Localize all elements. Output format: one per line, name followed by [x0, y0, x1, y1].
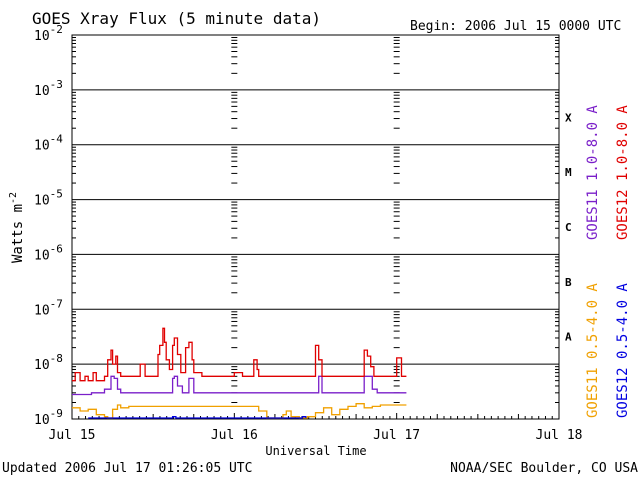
x-tick-label: Jul 17: [373, 428, 420, 443]
y-tick-base: 10: [34, 248, 50, 263]
y-axis-label-base: Watts m: [10, 204, 26, 263]
y-tick-label: 10-4: [34, 133, 63, 154]
y-axis-label: Watts m-2: [8, 192, 26, 263]
series-line-3: [88, 416, 307, 419]
flare-class-labels: X M C B A: [565, 111, 572, 343]
y-tick-label: 10-5: [34, 188, 63, 209]
series-line-1: [72, 327, 407, 382]
y-axis-label-exp: -2: [8, 192, 19, 204]
flare-class-A: A: [565, 331, 572, 344]
y-tick-base: 10: [34, 194, 50, 209]
y-tick-exp: -3: [50, 78, 63, 91]
chart-begin: Begin: 2006 Jul 15 0000 UTC: [410, 19, 621, 34]
flare-class-M: M: [565, 166, 572, 179]
series-line-2: [72, 403, 407, 419]
flare-class-X: X: [565, 111, 572, 124]
legend: GOES11 1.0-8.0 A GOES12 1.0-8.0 A GOES11 0…: [585, 105, 631, 418]
y-tick-base: 10: [34, 29, 50, 44]
legend-entry-3: GOES12 0.5-4.0 A: [615, 283, 631, 418]
y-tick-label: 10-3: [34, 78, 63, 99]
legend-entry-0: GOES11 1.0-8.0 A: [585, 105, 601, 240]
y-tick-exp: -4: [50, 133, 64, 146]
y-tick-base: 10: [34, 139, 50, 154]
y-tick-exp: -8: [50, 352, 63, 365]
y-tick-exp: -2: [50, 23, 63, 36]
y-tick-label: 10-6: [34, 242, 63, 263]
y-tick-exp: -9: [50, 407, 63, 420]
minor-ticks: [72, 37, 559, 403]
y-tick-base: 10: [34, 358, 50, 373]
y-tick-label: 10-7: [34, 297, 63, 318]
y-tick-exp: -7: [50, 297, 63, 310]
legend-entry-2: GOES11 0.5-4.0 A: [585, 283, 601, 418]
grid: [72, 89, 559, 365]
y-tick-label: 10-8: [34, 352, 63, 373]
flare-class-C: C: [565, 221, 572, 234]
x-axis-label: Universal Time: [265, 444, 366, 458]
flare-class-B: B: [565, 276, 572, 289]
y-tick-base: 10: [34, 84, 50, 99]
y-tick-exp: -5: [50, 188, 63, 201]
footer-source: NOAA/SEC Boulder, CO USA: [450, 461, 638, 476]
y-tick-label: 10-2: [34, 23, 63, 44]
footer-updated: Updated 2006 Jul 17 01:26:05 UTC: [2, 461, 252, 476]
series-lines: [72, 327, 407, 419]
x-tick-label: Jul 18: [536, 428, 583, 443]
x-tick-label: Jul 15: [49, 428, 96, 443]
x-tick-label: Jul 16: [211, 428, 258, 443]
y-tick-exp: -6: [50, 242, 63, 255]
y-tick-label: 10-9: [34, 407, 63, 428]
chart-title: GOES Xray Flux (5 minute data): [32, 9, 321, 28]
y-tick-labels: 10-210-310-410-510-610-710-810-9: [34, 23, 63, 428]
y-tick-base: 10: [34, 413, 50, 428]
legend-entry-1: GOES12 1.0-8.0 A: [615, 105, 631, 240]
series-line-0: [72, 375, 407, 396]
y-tick-base: 10: [34, 303, 50, 318]
